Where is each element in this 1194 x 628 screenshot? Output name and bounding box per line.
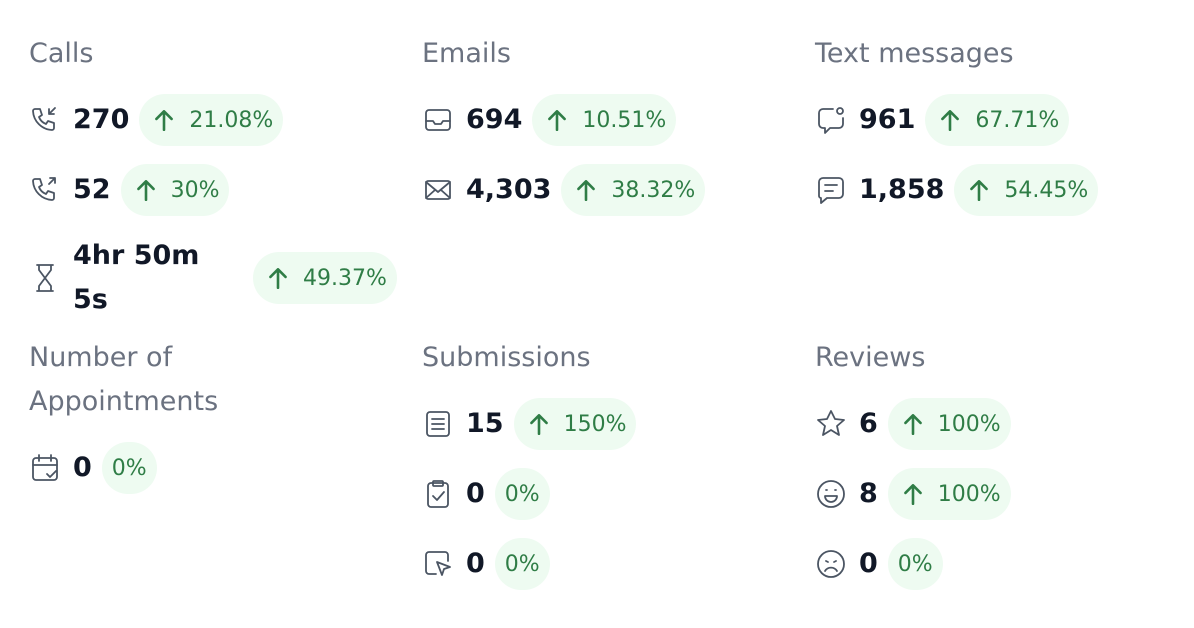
change-badge: 54.45%: [954, 164, 1099, 216]
stat-value: 6: [859, 408, 878, 439]
change-text: 49.37%: [303, 265, 387, 291]
change-badge: 150%: [513, 398, 637, 450]
up-arrow: [903, 484, 922, 506]
stat-icon: [817, 480, 845, 508]
stat-section: Reviews 6 100% 8 100% 0 0%: [815, 336, 1194, 590]
stat-row: 694 10.51%: [422, 94, 802, 146]
stat-row: 4hr 50m 5s 49.37%: [29, 234, 409, 322]
section-title: Calls: [29, 38, 94, 69]
stat-value: 4hr 50m 5s: [73, 240, 200, 315]
change-badge: 100%: [887, 468, 1011, 520]
stat-icon: [818, 107, 844, 134]
stat-row: 52 30%: [29, 164, 409, 216]
change-text: 100%: [937, 481, 1001, 507]
stat-icon: [427, 480, 449, 508]
stat-value: 8: [859, 478, 878, 509]
change-badge: 21.08%: [139, 94, 284, 146]
stat-row: 8 100%: [815, 468, 1194, 520]
stat-icon: [817, 410, 845, 436]
stat-icon: [425, 109, 451, 131]
change-badge: 0%: [494, 538, 550, 590]
up-arrow: [548, 110, 567, 132]
change-badge: 0%: [887, 538, 943, 590]
up-arrow: [970, 180, 989, 202]
stat-section: Submissions 15 150% 0 0% 0 0%: [422, 336, 802, 590]
stat-row: 4,303 38.32%: [422, 164, 802, 216]
up-arrow: [136, 180, 155, 202]
stat-value: 52: [73, 174, 111, 205]
up-arrow: [903, 414, 922, 436]
stat-icon: [426, 411, 450, 437]
stat-row: 1,858 54.45%: [815, 164, 1194, 216]
stat-value: 1,858: [859, 174, 945, 205]
change-text: 10.51%: [582, 107, 667, 133]
change-text: 150%: [563, 411, 627, 437]
stat-value: 15: [466, 408, 504, 439]
stat-row: 0 0%: [29, 442, 409, 494]
change-text: 100%: [937, 411, 1001, 437]
stat-icon: [32, 177, 56, 201]
change-badge: 0%: [494, 468, 550, 520]
change-text: 21.08%: [189, 107, 274, 133]
section-title: Reviews: [815, 342, 926, 373]
change-text: 0%: [897, 551, 933, 577]
section-title: Text messages: [815, 38, 1014, 69]
stat-value: 694: [466, 104, 523, 135]
stat-value: 0: [466, 548, 485, 579]
stat-row: 15 150%: [422, 398, 802, 450]
stat-section: Emails 694 10.51% 4,303 38.32%: [422, 32, 802, 216]
change-badge: 100%: [887, 398, 1011, 450]
change-badge: 67.71%: [925, 94, 1070, 146]
change-text: 30%: [170, 177, 220, 203]
stat-value: 0: [466, 478, 485, 509]
change-text: 38.32%: [611, 177, 696, 203]
stat-section: Text messages 961 67.71% 1,858 54.45%: [815, 32, 1194, 216]
section-title: Emails: [422, 38, 511, 69]
stat-icon: [818, 177, 844, 204]
stat-icon: [36, 264, 54, 292]
stat-value: 270: [73, 104, 130, 135]
stat-value: 0: [73, 452, 92, 483]
stat-value: 961: [859, 104, 916, 135]
up-arrow: [269, 268, 287, 290]
change-text: 0%: [504, 551, 540, 577]
stat-icon: [817, 550, 845, 578]
change-text: 54.45%: [1004, 177, 1089, 203]
change-badge: 10.51%: [532, 94, 677, 146]
stat-value: 4,303: [466, 174, 552, 205]
change-text: 67.71%: [975, 107, 1060, 133]
stat-section: Calls 270 21.08% 52 30% 4hr 50m 5s 49.37%: [29, 32, 409, 322]
stat-value: 0: [859, 548, 878, 579]
up-arrow: [155, 110, 174, 132]
change-text: 0%: [504, 481, 540, 507]
stat-icon: [425, 180, 451, 200]
stat-row: 0 0%: [422, 468, 802, 520]
stat-row: 0 0%: [815, 538, 1194, 590]
stat-row: 961 67.71%: [815, 94, 1194, 146]
stat-icon: [425, 551, 451, 576]
up-arrow: [529, 414, 548, 436]
change-badge: 0%: [101, 442, 157, 494]
stat-icon: [32, 107, 56, 131]
stat-section: Number of Appointments 0 0%: [29, 336, 409, 494]
up-arrow: [577, 180, 596, 202]
stat-row: 0 0%: [422, 538, 802, 590]
stat-row: 270 21.08%: [29, 94, 409, 146]
stat-row: 6 100%: [815, 398, 1194, 450]
section-title: Submissions: [422, 342, 591, 373]
change-badge: 38.32%: [561, 164, 706, 216]
change-text: 0%: [111, 455, 147, 481]
change-badge: 30%: [120, 164, 230, 216]
up-arrow: [941, 110, 960, 132]
section-title: Number of Appointments: [29, 342, 219, 417]
stat-icon: [32, 454, 58, 481]
change-badge: 49.37%: [253, 252, 397, 304]
